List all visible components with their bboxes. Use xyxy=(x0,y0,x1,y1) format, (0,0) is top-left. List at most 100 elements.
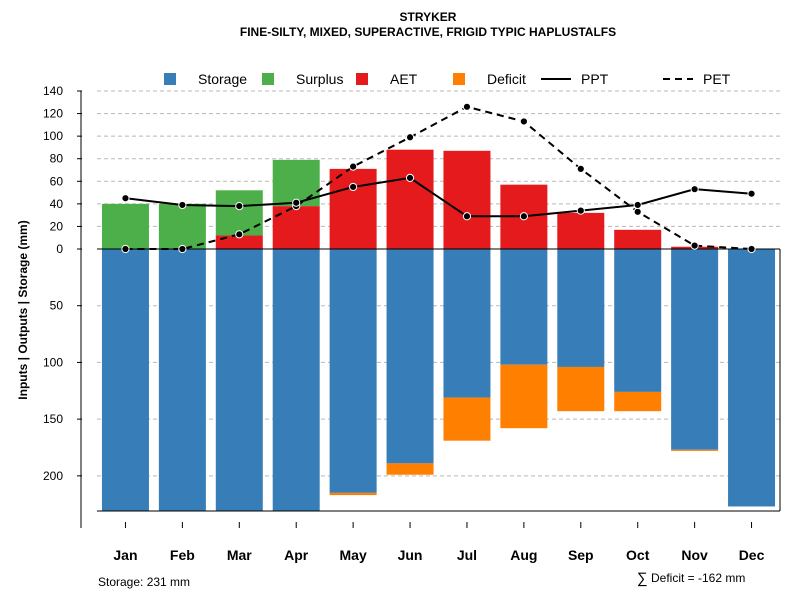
x-tick-label-jan: Jan xyxy=(113,547,137,563)
sigma-symbol: ∑ xyxy=(637,570,648,587)
storage-bar xyxy=(557,249,605,367)
x-tick-label-sep: Sep xyxy=(568,547,594,563)
ppt-point xyxy=(349,182,358,192)
ppt-point xyxy=(576,206,585,215)
pet-point xyxy=(690,241,699,250)
pet-point xyxy=(235,230,244,239)
aet-bar xyxy=(215,235,263,249)
deficit-bar xyxy=(386,463,434,475)
x-tick-label-oct: Oct xyxy=(626,547,650,563)
deficit-total-label: Deficit = -162 mm xyxy=(651,571,745,585)
chart-title: STRYKER xyxy=(400,10,457,24)
y-tick-label: 40 xyxy=(50,197,64,211)
ppt-point xyxy=(747,189,756,198)
ppt-point xyxy=(121,194,130,203)
aet-bar xyxy=(329,168,377,249)
x-tick-label-feb: Feb xyxy=(170,547,195,563)
aet-bar xyxy=(386,149,434,249)
legend-swatch-storage xyxy=(164,73,176,85)
y-axis-label: Inputs | Outputs | Storage (mm) xyxy=(16,220,30,399)
x-tick-label-jul: Jul xyxy=(457,547,477,563)
pet-point xyxy=(405,133,415,142)
legend-label-surplus: Surplus xyxy=(296,71,343,87)
y-tick-label: 80 xyxy=(50,152,64,166)
storage-bar xyxy=(329,249,377,493)
storage-bar xyxy=(215,249,263,511)
storage-bar xyxy=(671,249,719,450)
storage-bar xyxy=(158,249,206,511)
legend-swatch-surplus xyxy=(262,73,274,85)
legend-label-deficit: Deficit xyxy=(487,71,526,87)
storage-bar xyxy=(386,249,434,464)
legend-label-storage: Storage xyxy=(198,71,247,87)
storage-bar xyxy=(728,249,776,507)
y-tick-label: 150 xyxy=(43,412,63,426)
x-tick-label-nov: Nov xyxy=(681,547,708,563)
storage-bar xyxy=(500,249,548,365)
gridlines xyxy=(97,90,780,477)
pet-point xyxy=(178,244,187,254)
surplus-bar xyxy=(101,203,149,249)
y-tick-label: 20 xyxy=(50,219,64,233)
deficit-bar xyxy=(614,391,662,412)
x-tick-label-may: May xyxy=(340,547,367,563)
legend-label-pet: PET xyxy=(703,71,731,87)
legend-swatch-aet xyxy=(356,73,368,85)
y-tick-label: 120 xyxy=(43,107,63,121)
pet-point xyxy=(121,244,130,254)
aet-bar xyxy=(272,206,320,249)
y-tick-label: 100 xyxy=(43,129,63,143)
pet-point xyxy=(747,244,756,254)
ppt-point xyxy=(690,185,699,194)
ppt-point xyxy=(462,212,472,221)
deficit-bar xyxy=(443,397,491,441)
storage-bar xyxy=(272,249,320,511)
pet-point xyxy=(349,162,358,171)
chart-subtitle: FINE-SILTY, MIXED, SUPERACTIVE, FRIGID T… xyxy=(240,25,616,39)
pet-point xyxy=(633,207,642,216)
deficit-bar xyxy=(329,492,377,496)
x-tick-label-apr: Apr xyxy=(284,547,309,563)
x-tick-label-dec: Dec xyxy=(739,547,765,563)
y-tick-label: 140 xyxy=(43,84,63,98)
y-tick-label: 200 xyxy=(43,469,63,483)
legend-label-aet: AET xyxy=(390,71,418,87)
y-tick-label: 60 xyxy=(50,174,64,188)
ppt-line xyxy=(125,176,752,218)
ppt-point xyxy=(292,198,301,207)
surplus-bar xyxy=(215,190,263,236)
deficit-bar xyxy=(671,449,719,451)
legend-label-ppt: PPT xyxy=(581,71,609,87)
storage-bar xyxy=(101,249,149,511)
surplus-bar xyxy=(158,203,206,249)
ppt-point xyxy=(405,173,415,182)
axes: 0 20 40 60 80 100 120 140 50 100 150 200 Jan Feb Mar Ap… xyxy=(43,84,781,563)
y-tick-label: 50 xyxy=(50,299,64,313)
y-tick-label: 100 xyxy=(43,355,63,369)
pet-point xyxy=(462,102,472,111)
legend: Storage Surplus AET Deficit PPT PET xyxy=(164,71,731,87)
ppt-point xyxy=(178,200,187,210)
deficit-bar xyxy=(557,366,605,412)
storage-bar xyxy=(614,249,662,392)
bars xyxy=(101,149,776,511)
pet-line xyxy=(125,105,752,250)
ppt-point xyxy=(633,200,642,210)
aet-bar xyxy=(614,229,662,249)
y-tick-label: 0 xyxy=(56,242,63,256)
aet-bar xyxy=(443,150,491,249)
x-tick-label-aug: Aug xyxy=(510,547,537,563)
lines xyxy=(121,102,756,254)
x-tick-label-jun: Jun xyxy=(398,547,423,563)
pet-point xyxy=(576,164,585,173)
ppt-point xyxy=(235,202,244,211)
storage-total-label: Storage: 231 mm xyxy=(98,575,190,589)
deficit-bar xyxy=(500,364,548,429)
aet-bar xyxy=(557,212,605,249)
storage-bar xyxy=(443,249,491,398)
legend-swatch-deficit xyxy=(453,73,465,85)
ppt-point xyxy=(519,212,528,221)
pet-point xyxy=(519,117,528,126)
x-tick-label-mar: Mar xyxy=(227,547,252,563)
